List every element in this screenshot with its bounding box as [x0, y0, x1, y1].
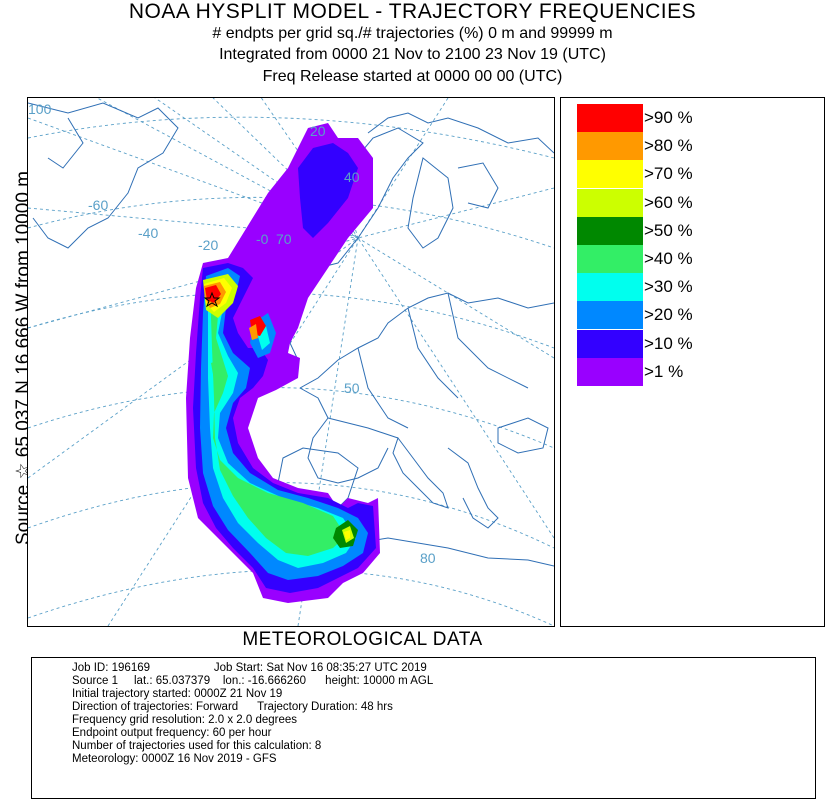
graticule-label: 40 [344, 169, 360, 185]
info-meteorology: Meteorology: 0000Z 16 Nov 2019 - GFS [72, 753, 277, 765]
legend-label: >20 % [644, 305, 693, 325]
job-info-box: Job ID: 196169 Job Start: Sat Nov 16 08:… [31, 657, 816, 799]
graticule-label: 50 [344, 380, 360, 396]
meteorological-data-title: METEOROLOGICAL DATA [242, 629, 483, 650]
legend-swatch [577, 132, 643, 161]
subtitle-endpoints: # endpts per grid sq./# trajectories (%)… [212, 25, 613, 42]
legend-label: >70 % [644, 164, 693, 184]
source-star-icon [203, 291, 221, 308]
graticule-label: 100 [28, 101, 52, 117]
legend-label: >80 % [644, 136, 693, 156]
graticule-label: -0 [256, 231, 269, 247]
legend-label: >1 % [644, 361, 684, 381]
legend-label: >30 % [644, 277, 693, 297]
legend-swatch [577, 188, 643, 217]
legend-entry: >30 % [577, 273, 817, 302]
legend-swatch [577, 357, 643, 386]
graticule-label: -40 [138, 225, 158, 241]
legend-panel: >90 % >80 % >70 % >60 % >50 % >40 % >30 % >20 %… [560, 97, 825, 627]
legend-entry: >20 % [577, 301, 817, 330]
legend-label: >10 % [644, 333, 693, 353]
legend-swatch [577, 329, 643, 358]
trajectory-frequency-field [186, 123, 380, 603]
legend-swatch [577, 216, 643, 245]
chart-title: NOAA HYSPLIT MODEL - TRAJECTORY FREQUENC… [128, 0, 697, 23]
graticule-labels: -60 -40 -20 -0 20 40 50 70 80 100 [28, 101, 436, 566]
info-grid: Frequency grid resolution: 2.0 x 2.0 deg… [72, 714, 298, 726]
legend-entry: >1 % [577, 357, 817, 386]
legend-swatch [577, 104, 643, 132]
legend-swatch [577, 160, 643, 189]
legend-swatch [577, 273, 643, 302]
legend-entry: >10 % [577, 329, 817, 358]
legend-entry: >90 % [577, 104, 817, 132]
graticule-label: 20 [310, 123, 326, 139]
info-initial: Initial trajectory started: 0000Z 21 Nov… [72, 688, 283, 700]
legend-label: >40 % [644, 249, 693, 268]
legend-entry: >70 % [577, 160, 817, 189]
map-canvas: -60 -40 -20 -0 20 40 50 70 80 100 [28, 98, 554, 626]
legend-swatch [577, 245, 643, 273]
legend-label: >60 % [644, 192, 693, 212]
legend-entry: >40 % [577, 245, 817, 273]
graticule-label: 80 [420, 550, 436, 566]
graticule-label: 70 [276, 231, 292, 247]
legend-label: >90 % [644, 108, 693, 127]
map-panel: -60 -40 -20 -0 20 40 50 70 80 100 [27, 97, 555, 627]
subtitle-release: Freq Release started at 0000 00 00 (UTC) [262, 68, 563, 85]
info-count: Number of trajectories used for this cal… [72, 740, 322, 752]
legend-entry: >60 % [577, 188, 817, 217]
info-job: Job ID: 196169 Job Start: Sat Nov 16 08:… [72, 662, 427, 674]
subtitle-integration: Integrated from 0000 21 Nov to 2100 23 N… [219, 46, 606, 63]
legend-swatch [577, 301, 643, 330]
graticule-label: -20 [198, 237, 218, 253]
info-endpoint: Endpoint output frequency: 60 per hour [72, 727, 272, 739]
graticule-label: -60 [88, 197, 108, 213]
info-direction: Direction of trajectories: Forward Traje… [72, 701, 393, 713]
legend-entry: >50 % [577, 216, 817, 245]
legend-label: >50 % [644, 220, 693, 240]
info-source: Source 1 lat.: 65.037379 lon.: -16.66626… [72, 675, 434, 687]
legend-entry: >80 % [577, 132, 817, 161]
